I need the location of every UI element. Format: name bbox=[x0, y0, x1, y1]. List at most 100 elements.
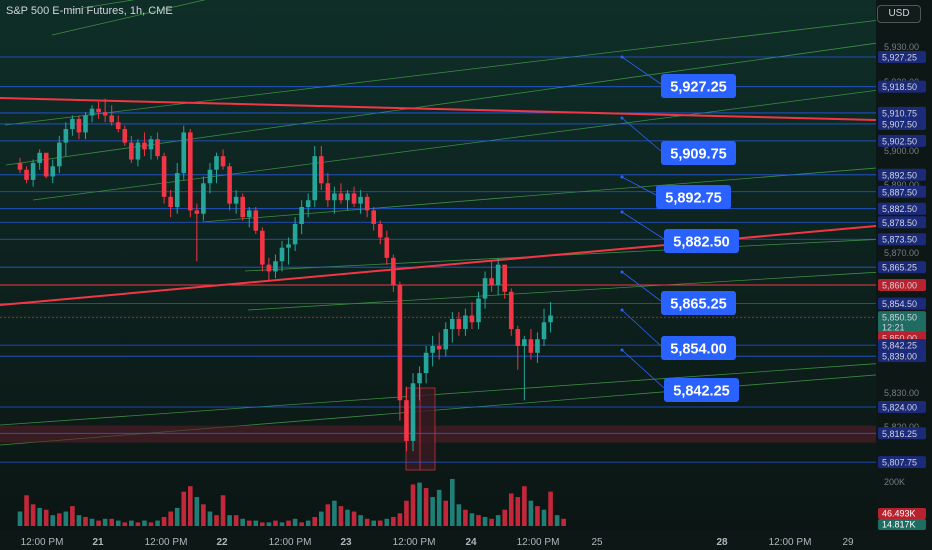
volume-bar bbox=[89, 518, 95, 526]
candle-body bbox=[57, 142, 62, 167]
candle-body bbox=[377, 223, 383, 238]
price-axis-tick: 5,870.00 bbox=[884, 248, 919, 258]
candle-body bbox=[102, 112, 108, 116]
volume-bar bbox=[358, 515, 363, 526]
currency-button[interactable]: USD bbox=[877, 5, 921, 23]
candle-body bbox=[220, 156, 226, 167]
channel-line bbox=[4, 20, 877, 126]
volume-bar bbox=[135, 522, 141, 526]
candle-body bbox=[188, 132, 193, 211]
candle-body bbox=[292, 223, 298, 245]
volume-label: 46.493K bbox=[882, 509, 916, 519]
time-axis-tick: 12:00 PM bbox=[393, 537, 436, 548]
callout-label: 5,854.00 bbox=[670, 342, 726, 358]
candle-body bbox=[115, 122, 121, 130]
volume-bar bbox=[188, 486, 193, 526]
volume-label: 14.817K bbox=[882, 520, 916, 530]
candle-body bbox=[548, 315, 553, 323]
volume-bar bbox=[338, 506, 344, 526]
callout-leader bbox=[621, 349, 665, 389]
axis-level-box bbox=[878, 261, 926, 274]
candle-body bbox=[246, 210, 252, 218]
price-axis-tick: 5,830.00 bbox=[884, 388, 919, 398]
candle-body bbox=[528, 339, 534, 353]
callout-box bbox=[661, 336, 736, 360]
volume-bar bbox=[57, 513, 62, 526]
candle-body bbox=[508, 291, 514, 330]
candle-body bbox=[319, 156, 324, 184]
candle-body bbox=[410, 383, 416, 441]
volume-bar bbox=[266, 522, 272, 526]
axis-level-box bbox=[878, 233, 926, 246]
axis-level-box bbox=[878, 168, 926, 181]
candle-body bbox=[279, 247, 285, 262]
axis-level-label: 5,850.50 bbox=[882, 313, 917, 323]
callout-anchor bbox=[620, 116, 624, 120]
volume-bar bbox=[495, 515, 501, 526]
support-zone bbox=[0, 425, 876, 443]
volume-bar bbox=[384, 518, 390, 526]
channel-line bbox=[201, 167, 877, 223]
callout-anchor bbox=[620, 55, 624, 59]
volume-bar bbox=[50, 515, 56, 526]
axis-level-label: 12:21 bbox=[882, 323, 905, 333]
volume-bar bbox=[292, 518, 298, 526]
time-axis-tick: 22 bbox=[216, 537, 228, 548]
volume-bar bbox=[260, 522, 265, 526]
axis-level-box bbox=[878, 278, 926, 291]
callout-label: 5,927.25 bbox=[670, 80, 726, 96]
volume-bar bbox=[332, 500, 337, 526]
callout-leader bbox=[621, 176, 657, 196]
candle-body bbox=[305, 200, 311, 208]
volume-bar bbox=[541, 509, 547, 526]
time-axis-tick: 23 bbox=[340, 537, 352, 548]
candle-body bbox=[450, 318, 455, 330]
axis-level-label: 5,927.25 bbox=[882, 53, 917, 63]
candle-body bbox=[201, 183, 206, 214]
candle-body bbox=[273, 261, 278, 272]
volume-bar bbox=[423, 488, 429, 526]
chart-title: S&P 500 E-mini Futures, 1h, CME bbox=[6, 5, 173, 17]
candle-body bbox=[43, 152, 49, 177]
candle-body bbox=[502, 264, 507, 292]
axis-level-label: 5,910.75 bbox=[882, 108, 917, 118]
callout-anchor bbox=[620, 210, 624, 214]
candle-body bbox=[299, 207, 304, 224]
volume-bar bbox=[194, 497, 200, 526]
volume-bar bbox=[554, 515, 560, 526]
volume-bar bbox=[312, 516, 318, 526]
volume-bar bbox=[528, 500, 534, 526]
candle-body bbox=[391, 257, 396, 285]
volume-bar bbox=[364, 518, 370, 526]
volume-bar bbox=[508, 493, 514, 526]
candle-body bbox=[436, 345, 442, 350]
volume-bar bbox=[76, 515, 82, 526]
volume-bar bbox=[109, 518, 114, 526]
candle-body bbox=[174, 173, 180, 208]
callout-label: 5,892.75 bbox=[665, 191, 721, 207]
volume-bar bbox=[227, 515, 232, 526]
axis-level-label: 5,878.50 bbox=[882, 218, 917, 228]
volume-bar bbox=[253, 520, 259, 526]
volume-bar bbox=[161, 516, 167, 526]
candle-body bbox=[89, 108, 95, 116]
volume-bar bbox=[115, 520, 121, 526]
volume-bar bbox=[476, 515, 481, 526]
candle-body bbox=[384, 237, 390, 258]
candle-body bbox=[96, 108, 101, 113]
volume-bar bbox=[548, 491, 553, 526]
axis-level-box bbox=[878, 456, 926, 469]
volume-bar bbox=[443, 500, 449, 526]
callout-label: 5,842.25 bbox=[673, 384, 729, 400]
axis-level-box bbox=[878, 117, 926, 130]
candle-body bbox=[541, 322, 547, 340]
candle-body bbox=[522, 339, 527, 346]
volume-bar bbox=[535, 506, 540, 526]
candle-body bbox=[155, 139, 160, 157]
axis-level-label: 5,892.50 bbox=[882, 170, 917, 180]
candle-body bbox=[260, 230, 265, 265]
axis-level-label: 5,842.25 bbox=[882, 341, 917, 351]
callout-box bbox=[656, 185, 731, 209]
volume-bar bbox=[220, 495, 226, 526]
